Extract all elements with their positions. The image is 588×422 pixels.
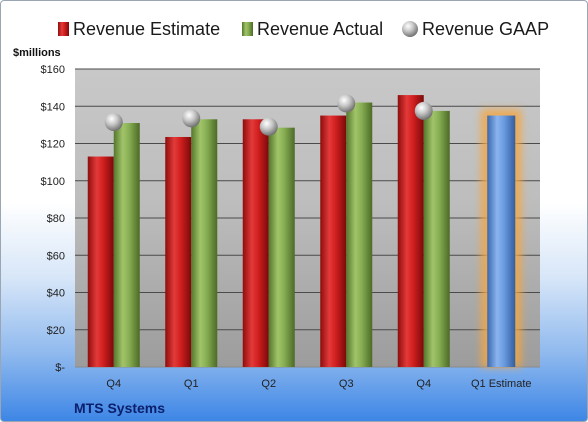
x-tick-label: Q2 xyxy=(261,378,276,390)
x-tick-label: Q1 Estimate xyxy=(471,378,532,390)
y-tick-label: $20 xyxy=(47,325,65,337)
legend-label-revenue-gaap: Revenue GAAP xyxy=(422,19,549,39)
gaap-markers xyxy=(104,94,433,136)
x-axis-ticks: Q4 Q1 Q2 Q3 Q4 Q1 Estimate xyxy=(106,378,531,390)
bar-revenue-estimate xyxy=(165,136,192,367)
bar-revenue-actual xyxy=(423,110,450,367)
marker-revenue-gaap xyxy=(104,113,123,132)
bar-revenue-forecast xyxy=(487,115,516,367)
bar-revenue-actual xyxy=(268,127,295,367)
x-tick-label: Q3 xyxy=(339,378,354,390)
y-tick-label: $- xyxy=(55,362,65,374)
y-tick-label: $60 xyxy=(47,250,65,262)
marker-revenue-gaap xyxy=(337,94,356,113)
bar-revenue-actual xyxy=(191,119,218,367)
marker-revenue-gaap xyxy=(259,117,278,136)
marker-revenue-gaap xyxy=(414,101,433,120)
legend-label-revenue-actual: Revenue Actual xyxy=(257,19,383,39)
marker-revenue-gaap xyxy=(182,109,201,128)
x-tick-label: Q1 xyxy=(184,378,199,390)
bar-revenue-estimate xyxy=(242,119,269,367)
legend: Revenue Estimate Revenue Actual Revenue … xyxy=(58,19,549,39)
y-tick-label: $160 xyxy=(41,64,65,76)
legend-marker-revenue-gaap xyxy=(402,21,418,37)
bar-revenue-actual xyxy=(346,102,373,368)
bar-revenue-estimate xyxy=(320,115,347,367)
y-tick-label: $120 xyxy=(41,139,65,151)
legend-swatch-revenue-actual xyxy=(242,22,253,36)
x-tick-label: Q4 xyxy=(416,378,431,390)
bar-revenue-estimate xyxy=(87,156,114,367)
bars xyxy=(87,95,522,368)
y-tick-label: $100 xyxy=(41,176,65,188)
y-axis-ticks: $- $20 $40 $60 $80 $100 $120 $140 $160 xyxy=(41,64,66,374)
bar-revenue-actual xyxy=(113,123,140,367)
company-name: MTS Systems xyxy=(74,400,165,416)
legend-item-revenue-actual: Revenue Actual xyxy=(242,19,383,39)
x-tick-label: Q4 xyxy=(106,378,121,390)
gridlines xyxy=(75,68,540,368)
legend-item-revenue-gaap: Revenue GAAP xyxy=(402,19,549,39)
y-axis-label: $millions xyxy=(13,47,61,59)
y-tick-label: $80 xyxy=(47,213,65,225)
legend-item-revenue-estimate: Revenue Estimate xyxy=(58,19,220,39)
legend-swatch-revenue-estimate xyxy=(58,22,69,36)
bar-revenue-estimate xyxy=(397,95,424,367)
y-tick-label: $40 xyxy=(47,288,65,300)
legend-label-revenue-estimate: Revenue Estimate xyxy=(73,19,220,39)
y-tick-label: $140 xyxy=(41,101,65,113)
